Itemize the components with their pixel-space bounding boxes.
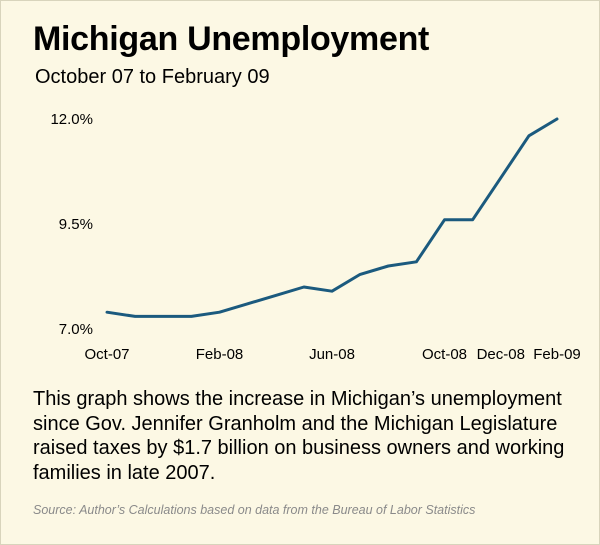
x-tick-label: Oct-08 [422, 346, 467, 363]
chart-title: Michigan Unemployment [33, 20, 430, 58]
x-tick-label: Oct-07 [84, 346, 129, 363]
x-axis-ticks: Oct-07 Feb-08 Jun-08 Oct-08 Dec-08 Feb-09 [84, 346, 580, 363]
line-chart: 7.0% 9.5% 12.0% Oct-07 Feb-08 Jun-08 Oct-08 De… [50, 111, 580, 363]
x-tick-label: Dec-08 [477, 346, 525, 363]
series-group [105, 117, 559, 318]
y-tick-label: 9.5% [59, 216, 93, 233]
x-tick-label: Feb-08 [196, 346, 244, 363]
x-tick-label: Jun-08 [309, 346, 355, 363]
chart-subtitle: October 07 to February 09 [35, 66, 270, 88]
y-tick-label: 12.0% [50, 111, 93, 128]
series-line [105, 117, 559, 318]
chart-caption: This graph shows the increase in Michiga… [33, 388, 565, 484]
y-axis-ticks: 7.0% 9.5% 12.0% [50, 111, 93, 338]
y-tick-label: 7.0% [59, 321, 93, 338]
source-note: Source: Author’s Calculations based on d… [33, 503, 476, 517]
x-tick-label: Feb-09 [533, 346, 581, 363]
